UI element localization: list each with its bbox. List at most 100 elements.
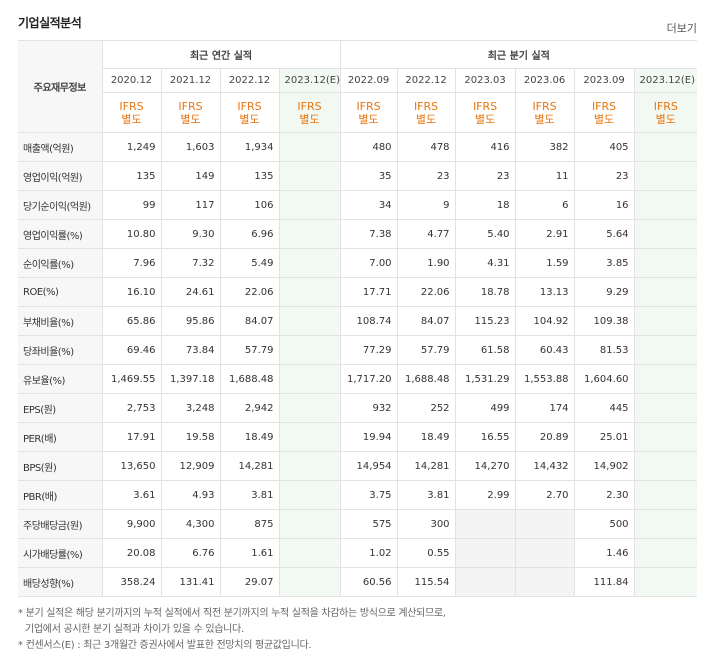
value-cell: 875 (219, 509, 280, 539)
value-cell (633, 161, 698, 191)
value-cell: 2.91 (514, 219, 575, 249)
value-cell (514, 567, 575, 597)
value-cell: 1,934 (219, 132, 280, 162)
value-cell: 106 (219, 190, 280, 220)
standard-label: 별도 (358, 112, 379, 126)
value-cell: 20.89 (514, 422, 575, 452)
standard-label: 별도 (474, 112, 496, 126)
row-label: 주당배당금(원) (18, 509, 103, 539)
value-cell: 4.31 (454, 248, 516, 278)
period-header: 2022.12 (219, 68, 280, 93)
value-cell (278, 364, 341, 394)
note-line: * 컨센서스(E) : 최근 3개월간 증권사에서 발표한 전망치의 평균값입니… (18, 640, 312, 651)
value-cell: 1,531.29 (454, 364, 516, 394)
standard-label: 별도 (655, 112, 676, 126)
value-cell: 12,909 (160, 451, 221, 481)
value-cell: 6 (514, 190, 575, 220)
value-cell: 932 (339, 393, 398, 423)
value-cell (633, 393, 698, 423)
value-cell: 405 (573, 132, 635, 162)
corner-header: 주요재무정보 (18, 40, 103, 133)
value-cell: 6.96 (219, 219, 280, 249)
value-cell: 22.06 (396, 277, 456, 307)
row-label: 부채비율(%) (18, 306, 103, 336)
value-cell: 19.58 (160, 422, 221, 452)
value-cell: 14,281 (219, 451, 280, 481)
row-label: 시가배당률(%) (18, 538, 103, 568)
standard-header: IFRS 별도 (396, 92, 456, 133)
data-row: PBR(배) 3.61 4.93 3.81 3.75 3.81 2.99 2.70 2.30 (18, 480, 698, 510)
value-cell: 1,603 (160, 132, 221, 162)
data-row: 당기순이익(억원) 99 117 106 34 9 18 6 16 (18, 190, 698, 220)
value-cell: 1.59 (514, 248, 575, 278)
value-cell: 478 (396, 132, 456, 162)
value-cell: 25.01 (573, 422, 635, 452)
standard-label: 별도 (534, 112, 555, 126)
value-cell: 13.13 (514, 277, 575, 307)
value-cell: 1.02 (339, 538, 398, 568)
value-cell (633, 538, 698, 568)
value-cell (454, 538, 516, 568)
value-cell (278, 509, 341, 539)
more-link[interactable]: 더보기 (666, 22, 697, 35)
data-row: 유보율(%) 1,469.55 1,397.18 1,688.48 1,717.20 1,… (18, 364, 698, 394)
value-cell (514, 538, 575, 568)
value-cell: 0.55 (396, 538, 456, 568)
value-cell: 2.99 (454, 480, 516, 510)
standard-header: IFRS 별도 (278, 92, 341, 133)
value-cell: 99 (101, 190, 162, 220)
data-row: 주당배당금(원) 9,900 4,300 875 575 300 500 (18, 509, 698, 539)
value-cell (633, 451, 698, 481)
value-cell (633, 335, 698, 365)
value-cell (278, 393, 341, 423)
value-cell (278, 538, 341, 568)
value-cell: 14,954 (339, 451, 398, 481)
data-row: 영업이익(억원) 135 149 135 35 23 23 11 23 (18, 161, 698, 191)
value-cell: 3.81 (219, 480, 280, 510)
value-cell: 18.49 (396, 422, 456, 452)
group-header: 최근 분기 실적 (339, 40, 698, 69)
value-cell: 57.79 (219, 335, 280, 365)
value-cell: 2,753 (101, 393, 162, 423)
value-cell: 115.23 (454, 306, 516, 336)
value-cell: 18 (454, 190, 516, 220)
value-cell: 500 (573, 509, 635, 539)
header-row: 2020.12 2021.12 2022.12 2023.12(E) 2022.09 20… (18, 68, 698, 93)
value-cell: 1,397.18 (160, 364, 221, 394)
standard-header: IFRS 별도 (573, 92, 635, 133)
value-cell: 17.91 (101, 422, 162, 452)
data-row: ROE(%) 16.10 24.61 22.06 17.71 22.06 18.78 13.1… (18, 277, 698, 307)
group-header: 최근 연간 실적 (101, 40, 341, 69)
row-label: 순이익률(%) (18, 248, 103, 278)
value-cell: 575 (339, 509, 398, 539)
row-label: 당좌비율(%) (18, 335, 103, 365)
value-cell: 23 (573, 161, 635, 191)
standard-header: IFRS 별도 (339, 92, 398, 133)
value-cell: 34 (339, 190, 398, 220)
period-header: 2020.12 (102, 68, 162, 93)
value-cell: 9.29 (573, 277, 635, 307)
period-header: 2021.12 (160, 68, 221, 93)
header-row: IFRS 별도 IFRS 별도 IFRS 별도 IFRS 별도 IFRS 별도 IFRS 별도 IFRS… (18, 92, 698, 133)
standard-label: IFRS (591, 99, 617, 113)
standard-label: 별도 (121, 112, 142, 126)
value-cell: 7.00 (339, 248, 398, 278)
data-row: 영업이익률(%) 10.80 9.30 6.96 7.38 4.77 5.40 2.91 5.6… (18, 219, 698, 249)
value-cell (278, 567, 341, 597)
value-cell (633, 248, 698, 278)
value-cell: 111.84 (573, 567, 635, 597)
value-cell: 20.08 (101, 538, 162, 568)
data-row: EPS(원) 2,753 3,248 2,942 932 252 499 174 445 (18, 393, 698, 423)
row-label: 배당성향(%) (18, 567, 103, 597)
value-cell: 3,248 (160, 393, 221, 423)
data-row: 부채비율(%) 65.86 95.86 84.07 108.74 84.07 115.23 1… (18, 306, 698, 336)
value-cell (454, 509, 516, 539)
value-cell (633, 567, 698, 597)
value-cell: 23 (396, 161, 456, 191)
period-header: 2022.09 (339, 68, 398, 93)
value-cell: 382 (514, 132, 575, 162)
value-cell: 73.84 (160, 335, 221, 365)
section-title: 기업실적분석 (18, 16, 82, 30)
data-row: 당좌비율(%) 69.46 73.84 57.79 77.29 57.79 61.58 60.… (18, 335, 698, 365)
value-cell: 84.07 (396, 306, 456, 336)
